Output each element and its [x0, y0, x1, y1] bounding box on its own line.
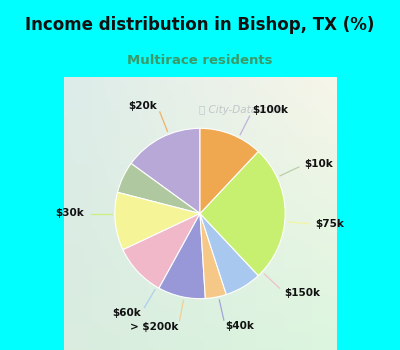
- Wedge shape: [115, 192, 200, 250]
- Text: $40k: $40k: [225, 321, 254, 331]
- Text: $100k: $100k: [252, 105, 288, 116]
- Wedge shape: [123, 214, 200, 288]
- Text: ⓘ City-Data.com: ⓘ City-Data.com: [199, 105, 283, 115]
- Wedge shape: [159, 214, 205, 299]
- Text: $150k: $150k: [284, 288, 320, 298]
- Text: $60k: $60k: [112, 308, 141, 318]
- Text: $75k: $75k: [315, 219, 344, 229]
- Text: Multirace residents: Multirace residents: [127, 54, 273, 66]
- Text: $30k: $30k: [56, 209, 84, 218]
- Text: $10k: $10k: [305, 159, 334, 169]
- Text: $20k: $20k: [129, 101, 157, 111]
- Wedge shape: [200, 152, 285, 275]
- Wedge shape: [200, 214, 258, 294]
- Wedge shape: [200, 128, 258, 214]
- Wedge shape: [200, 214, 226, 299]
- Text: > $200k: > $200k: [130, 322, 178, 332]
- Text: Income distribution in Bishop, TX (%): Income distribution in Bishop, TX (%): [25, 16, 375, 34]
- Wedge shape: [131, 128, 200, 214]
- Wedge shape: [118, 163, 200, 214]
